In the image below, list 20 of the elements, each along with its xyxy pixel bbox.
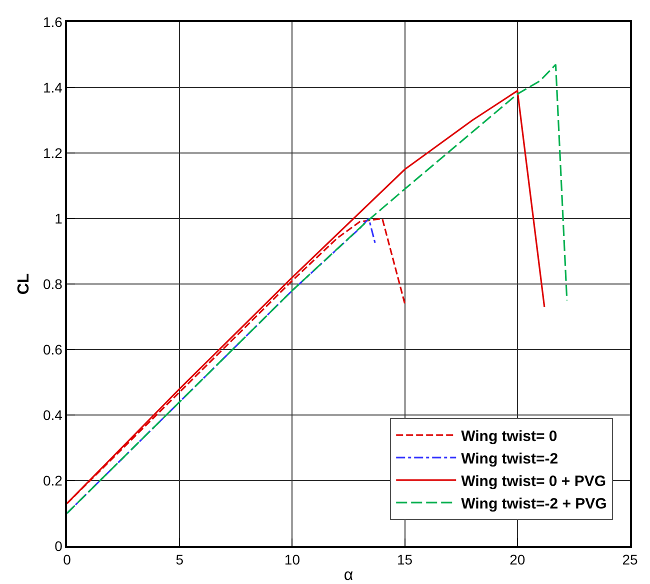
x-tick-label: 15 bbox=[397, 552, 413, 568]
x-axis-title: α bbox=[344, 567, 354, 584]
y-tick-label: 0 bbox=[54, 538, 63, 554]
y-tick-label: 1.6 bbox=[42, 14, 63, 30]
y-tick-label: 0.4 bbox=[42, 406, 63, 423]
x-tick-label: 5 bbox=[176, 552, 184, 568]
x-tick-label: 25 bbox=[622, 552, 638, 568]
y-tick-label: 0.6 bbox=[42, 341, 63, 358]
x-tick-label: 10 bbox=[284, 552, 300, 568]
y-axis-title: CL bbox=[15, 273, 32, 295]
x-tick-label: 20 bbox=[510, 552, 526, 568]
y-tick-label: 1.2 bbox=[42, 144, 63, 161]
y-tick-label: 0.2 bbox=[42, 472, 63, 488]
legend-label: Wing twist=-2 bbox=[461, 450, 558, 468]
legend-label: Wing twist=-2 + PVG bbox=[461, 495, 607, 512]
legend-label: Wing twist= 0 + PVG bbox=[461, 472, 606, 490]
y-tick-label: 1.4 bbox=[42, 79, 63, 96]
y-tick-label: 0.8 bbox=[42, 276, 63, 292]
legend-label: Wing twist= 0 bbox=[461, 428, 558, 445]
y-tick-label: 1 bbox=[54, 210, 63, 226]
